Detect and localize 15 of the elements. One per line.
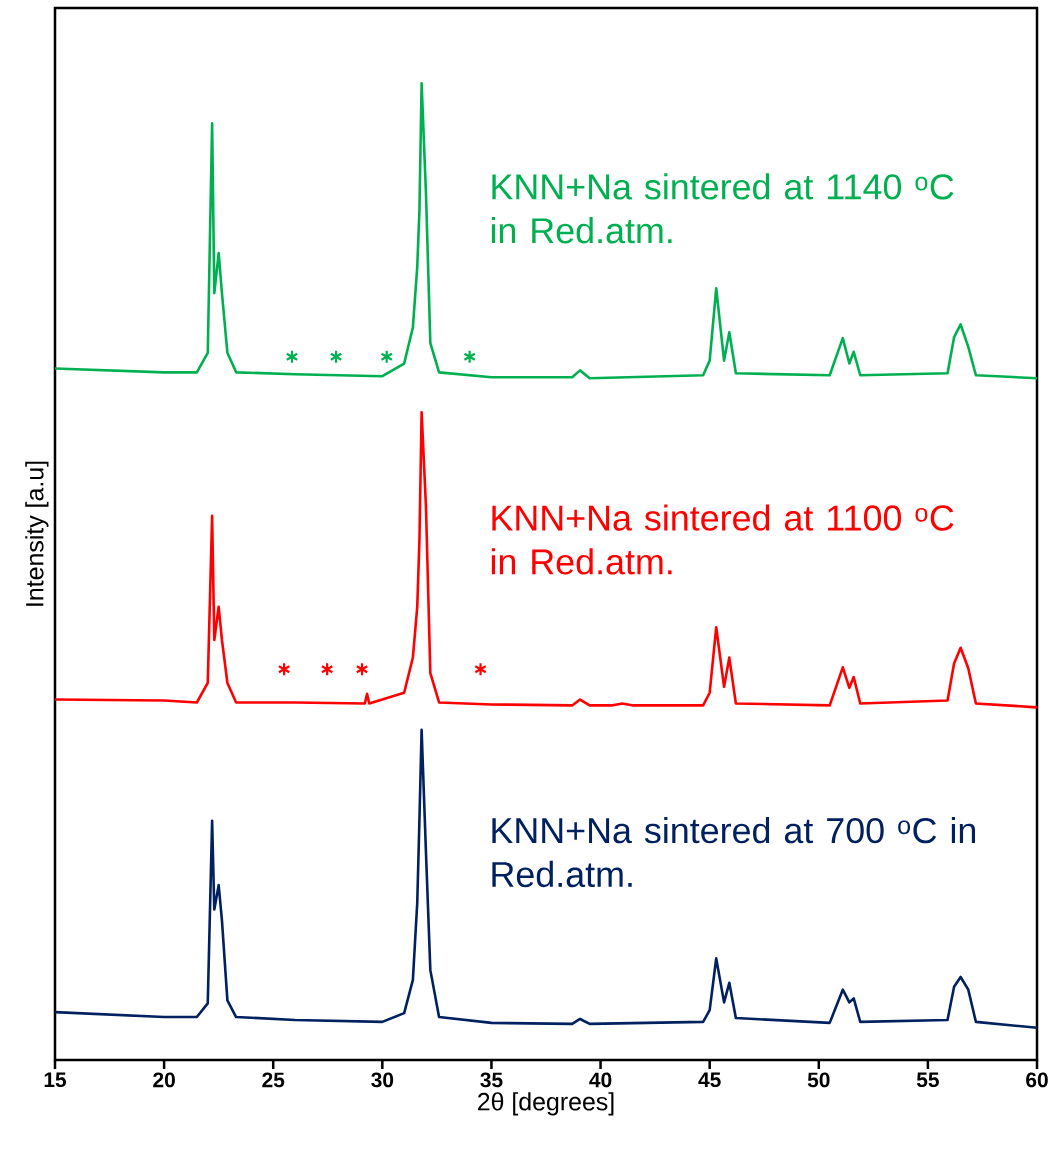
x-tick-label: 60 bbox=[1026, 1072, 1048, 1088]
text: KNN+Na sintered at 1140 $^{o}$C in Red.atm. bbox=[491, 173, 954, 244]
text: KNN+Na sintered at 700 $^{o}$C in Red.atm. bbox=[492, 816, 976, 888]
x-tick-label: 45 bbox=[698, 1072, 721, 1088]
x-tick-label: 30 bbox=[371, 1072, 394, 1088]
text: KNN+Na sintered at 1100 $^{o}$C in Red.atm. bbox=[491, 504, 954, 575]
y-axis-title: Intensity [a.u] bbox=[25, 461, 49, 606]
x-tick-label: 55 bbox=[916, 1072, 939, 1088]
x-tick-label: 50 bbox=[807, 1072, 830, 1088]
x-tick-label: 20 bbox=[153, 1072, 175, 1088]
x-tick-label: 25 bbox=[262, 1072, 285, 1088]
x-tick-label: 40 bbox=[589, 1072, 612, 1088]
x-tick-label: 35 bbox=[480, 1072, 503, 1088]
x-axis-title: 2θ [degrees] bbox=[478, 1092, 614, 1116]
x-tick-label: 15 bbox=[44, 1072, 67, 1088]
